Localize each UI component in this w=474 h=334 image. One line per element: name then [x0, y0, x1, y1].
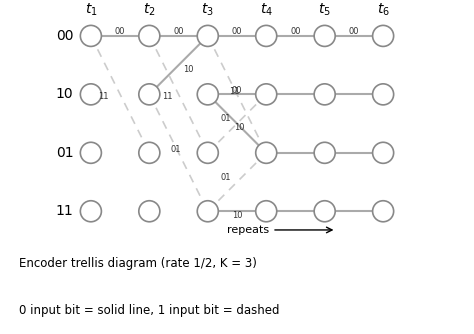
Circle shape [255, 84, 277, 105]
Text: 00: 00 [173, 27, 184, 36]
Text: $t_{6}$: $t_{6}$ [377, 1, 390, 18]
Circle shape [139, 84, 160, 105]
Text: 11: 11 [229, 87, 240, 96]
Circle shape [373, 142, 393, 163]
Text: 10: 10 [56, 88, 73, 101]
Text: 10: 10 [234, 123, 244, 132]
Text: 01: 01 [221, 114, 231, 123]
Text: 00: 00 [349, 27, 359, 36]
Circle shape [373, 84, 393, 105]
Circle shape [139, 25, 160, 46]
Text: 00: 00 [56, 29, 73, 43]
Text: $t_{2}$: $t_{2}$ [143, 1, 155, 18]
Text: Encoder trellis diagram (rate 1/2, K = 3): Encoder trellis diagram (rate 1/2, K = 3… [19, 258, 256, 270]
Circle shape [197, 142, 219, 163]
Text: 11: 11 [163, 93, 173, 101]
Text: $t_{5}$: $t_{5}$ [318, 1, 331, 18]
Circle shape [314, 84, 335, 105]
Text: repeats: repeats [227, 225, 269, 235]
Text: 0 input bit = solid line, 1 input bit = dashed: 0 input bit = solid line, 1 input bit = … [19, 304, 279, 317]
Circle shape [81, 25, 101, 46]
Text: $t_{3}$: $t_{3}$ [201, 1, 214, 18]
Circle shape [314, 142, 335, 163]
Circle shape [314, 201, 335, 222]
Text: 00: 00 [232, 27, 242, 36]
Circle shape [81, 84, 101, 105]
Text: $t_{4}$: $t_{4}$ [260, 1, 273, 18]
Circle shape [81, 142, 101, 163]
Text: 00: 00 [232, 86, 242, 95]
Text: 10: 10 [232, 211, 242, 220]
Text: $t_{1}$: $t_{1}$ [84, 1, 97, 18]
Circle shape [255, 142, 277, 163]
Text: 01: 01 [56, 146, 73, 160]
Circle shape [373, 25, 393, 46]
Circle shape [81, 201, 101, 222]
Text: 01: 01 [171, 145, 182, 154]
Circle shape [139, 142, 160, 163]
Circle shape [255, 201, 277, 222]
Text: 01: 01 [221, 173, 231, 182]
Text: 11: 11 [56, 204, 73, 218]
Text: 00: 00 [115, 27, 125, 36]
Circle shape [197, 201, 219, 222]
Circle shape [314, 25, 335, 46]
Circle shape [373, 201, 393, 222]
Text: 00: 00 [290, 27, 301, 36]
Circle shape [197, 25, 219, 46]
Circle shape [255, 25, 277, 46]
Text: 11: 11 [98, 93, 109, 101]
Circle shape [197, 84, 219, 105]
Text: 10: 10 [183, 64, 193, 73]
Circle shape [139, 201, 160, 222]
